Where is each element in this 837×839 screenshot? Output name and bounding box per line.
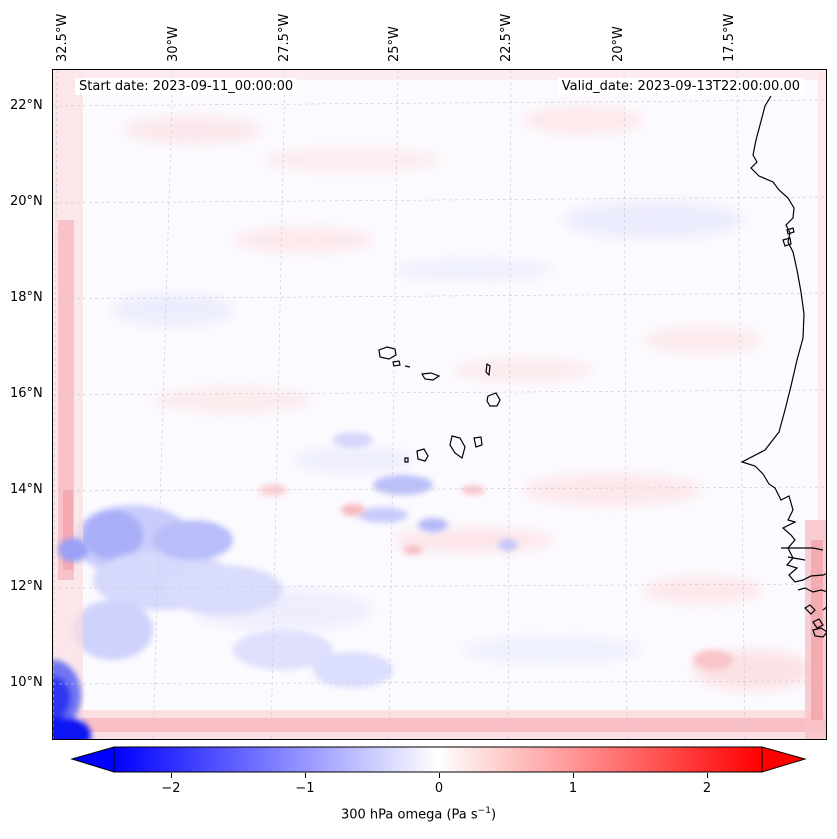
valid-date-label: Valid_date: 2023-09-13T22:00:00.00 <box>557 78 804 95</box>
negative-region-southwest <box>73 432 518 688</box>
colorbar-tick-label-m2: −2 <box>161 781 181 796</box>
lon-label-30w: 30°W <box>166 26 181 62</box>
lon-label-25w: 25°W <box>387 26 402 62</box>
map-panel: Start date: 2023-09-11_00:00:00 Valid_da… <box>52 69 827 740</box>
colorbar-gradient <box>113 746 763 773</box>
colorbar-tick-label-m1: −1 <box>295 781 315 796</box>
colorbar-tick-m1 <box>305 773 306 778</box>
lat-label-10n: 10°N <box>10 675 43 690</box>
lon-label-22-5w: 22.5°W <box>499 13 514 62</box>
colorbar-tick-label-1: 1 <box>568 781 578 796</box>
lat-label-14n: 14°N <box>10 482 43 497</box>
colorbar-tick-1 <box>573 773 574 778</box>
start-date-label: Start date: 2023-09-11_00:00:00 <box>75 78 298 95</box>
lat-label-22n: 22°N <box>10 98 43 113</box>
colorbar-tick-0 <box>439 773 440 778</box>
boundary-strips <box>53 70 826 739</box>
africa-coastline <box>740 95 826 638</box>
colorbar-tick-2 <box>707 773 708 778</box>
lon-label-20w: 20°W <box>611 26 626 62</box>
lat-label-16n: 16°N <box>10 386 43 401</box>
colorbar-label: 300 hPa omega (Pa s−1) <box>340 806 497 823</box>
colorbar-tick-m2 <box>171 773 172 778</box>
omega-field-map <box>53 70 826 739</box>
colorbar-tick-label-0: 0 <box>434 781 444 796</box>
lat-label-18n: 18°N <box>10 290 43 305</box>
colorbar-tick-label-2: 2 <box>702 781 712 796</box>
graticule <box>53 70 826 739</box>
cape-verde-islands <box>378 346 501 463</box>
lon-label-27-5w: 27.5°W <box>277 13 292 62</box>
colorbar-extend-high <box>761 746 807 773</box>
lat-label-12n: 12°N <box>10 579 43 594</box>
negative-corner-blob <box>53 538 91 739</box>
positive-spots <box>259 484 733 670</box>
lon-label-32-5w: 32.5°W <box>55 13 70 62</box>
colorbar-extend-low <box>70 746 115 773</box>
lat-label-20n: 20°N <box>10 194 43 209</box>
lon-label-17-5w: 17.5°W <box>722 13 737 62</box>
colorbar <box>70 746 807 773</box>
